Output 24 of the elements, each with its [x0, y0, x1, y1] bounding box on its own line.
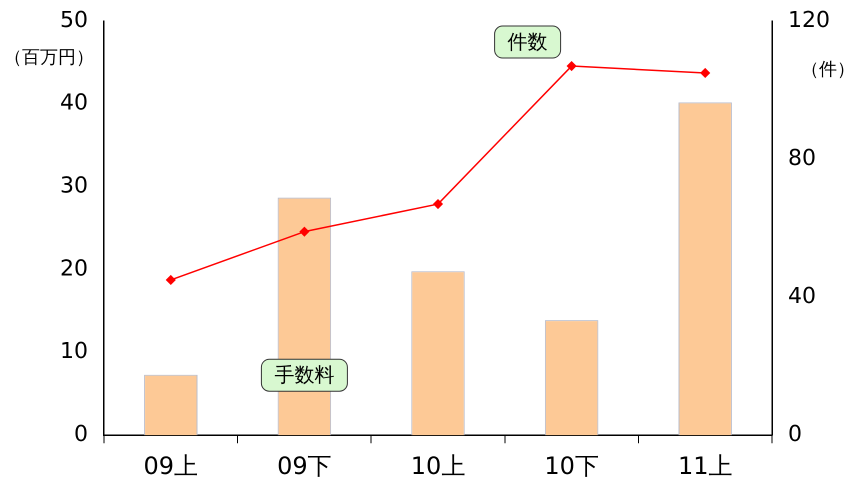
- x-tick-label: 10上: [410, 452, 466, 480]
- series-label: 手数料: [274, 362, 334, 386]
- point: [166, 275, 176, 285]
- x-tick-label: 10下: [544, 452, 599, 480]
- y-tick-label: 30: [60, 174, 88, 199]
- y-tick-label: 20: [60, 256, 88, 282]
- y2-tick-label: 0: [788, 422, 802, 447]
- y-tick-label: 0: [74, 422, 88, 447]
- point: [700, 68, 710, 78]
- point: [566, 61, 576, 71]
- series-label: 件数: [508, 29, 548, 54]
- y-tick-label: 10: [60, 339, 88, 364]
- x-tick-label: 11上: [678, 452, 732, 480]
- point: [300, 226, 310, 236]
- x-tick-label: 09下: [277, 452, 332, 480]
- y-axis-title: （百万円）: [4, 47, 94, 68]
- y-tick-label: 50: [60, 8, 88, 33]
- y2-axis-title: （件）: [801, 59, 852, 80]
- x-tick-label: 09上: [144, 452, 198, 480]
- y2-tick-label: 80: [788, 146, 816, 171]
- point: [433, 199, 443, 209]
- y2-tick-label: 120: [788, 8, 830, 33]
- y2-tick-label: 40: [788, 284, 816, 309]
- y-tick-label: 40: [60, 90, 88, 116]
